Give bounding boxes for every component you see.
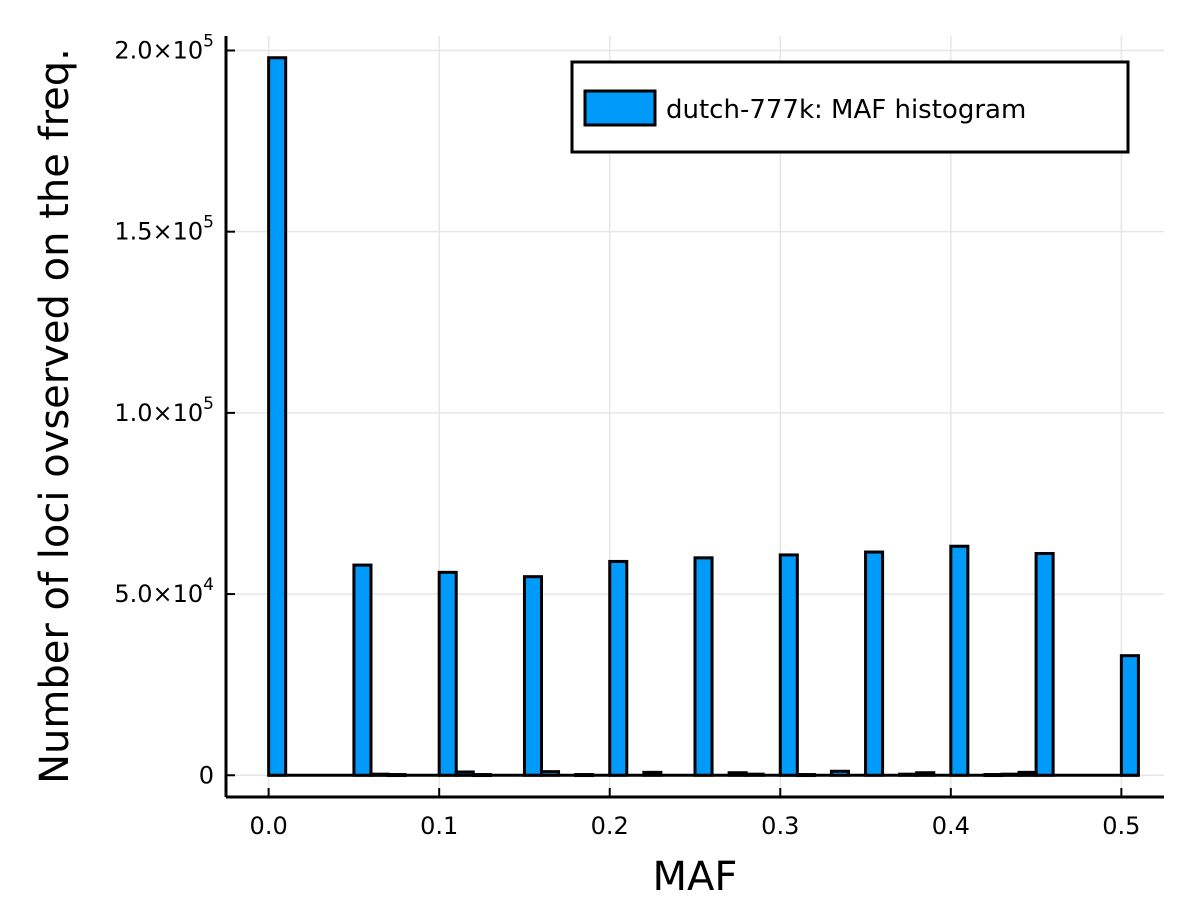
histogram-bar	[540, 770, 561, 777]
x-tick-labels: 0.0 0.1 0.2 0.3 0.4 0.5	[250, 788, 1140, 840]
y-tick-label: 5.0×104	[114, 575, 214, 608]
histogram-bar	[608, 559, 629, 777]
histogram-bar	[949, 544, 970, 777]
histogram-bar	[454, 770, 475, 777]
histogram-bar	[864, 550, 885, 777]
y-tick-exponent: 4	[203, 575, 214, 595]
x-tick-label: 0.1	[420, 812, 458, 840]
histogram-bar	[1034, 551, 1055, 777]
y-tick-label: 2.0×105	[114, 31, 214, 64]
histogram-bars	[267, 56, 1140, 778]
histogram-bar	[437, 570, 458, 777]
legend: dutch-777k: MAF histogram	[570, 60, 1130, 154]
y-tick-mantissa: 5.0×10	[114, 580, 203, 608]
histogram-bar	[369, 772, 390, 777]
histogram-bar	[1017, 770, 1038, 777]
y-tick-mantissa: 1.0×10	[114, 399, 203, 427]
x-tick-label: 0.4	[932, 812, 970, 840]
y-tick-exponent: 5	[203, 213, 214, 233]
y-tick-mantissa: 0	[199, 761, 214, 789]
x-tick-label: 0.3	[761, 812, 799, 840]
histogram-bar	[829, 769, 850, 777]
y-tick-mantissa: 2.0×10	[114, 36, 203, 64]
y-axis-title: Number of loci ovserved on the freq.	[32, 48, 78, 784]
x-tick-label: 0.2	[591, 812, 629, 840]
histogram-bar	[1119, 654, 1140, 777]
histogram-bar	[727, 771, 748, 777]
y-tick-mantissa: 1.5×10	[114, 218, 203, 246]
legend-box	[570, 60, 1130, 154]
x-tick-label: 0.5	[1102, 812, 1140, 840]
histogram-bar	[352, 563, 373, 777]
histogram-bar	[1000, 772, 1021, 777]
histogram-bar	[642, 770, 663, 777]
histogram-bar	[574, 773, 595, 778]
y-tick-label: 1.0×105	[114, 394, 214, 427]
histogram-bar	[744, 772, 765, 777]
histogram-bar	[795, 773, 816, 778]
legend-swatch	[583, 89, 657, 127]
histogram-bar	[915, 771, 936, 777]
axes	[224, 36, 1164, 799]
legend-label: dutch-777k: MAF histogram	[666, 95, 1026, 125]
y-tick-exponent: 5	[203, 31, 214, 51]
histogram-bar	[898, 772, 919, 777]
histogram-bar	[267, 56, 288, 777]
histogram-bar	[471, 773, 492, 778]
x-axis-title: MAF	[653, 854, 738, 900]
y-tick-label: 0	[199, 761, 214, 789]
x-tick-label: 0.0	[250, 812, 288, 840]
histogram-bar	[522, 575, 544, 777]
y-tick-exponent: 5	[203, 394, 214, 414]
histogram-bar	[693, 556, 714, 777]
histogram-bar	[778, 553, 799, 777]
histogram-bar	[386, 773, 407, 778]
histogram-bar	[983, 773, 1004, 778]
y-tick-label: 1.5×105	[114, 213, 214, 246]
